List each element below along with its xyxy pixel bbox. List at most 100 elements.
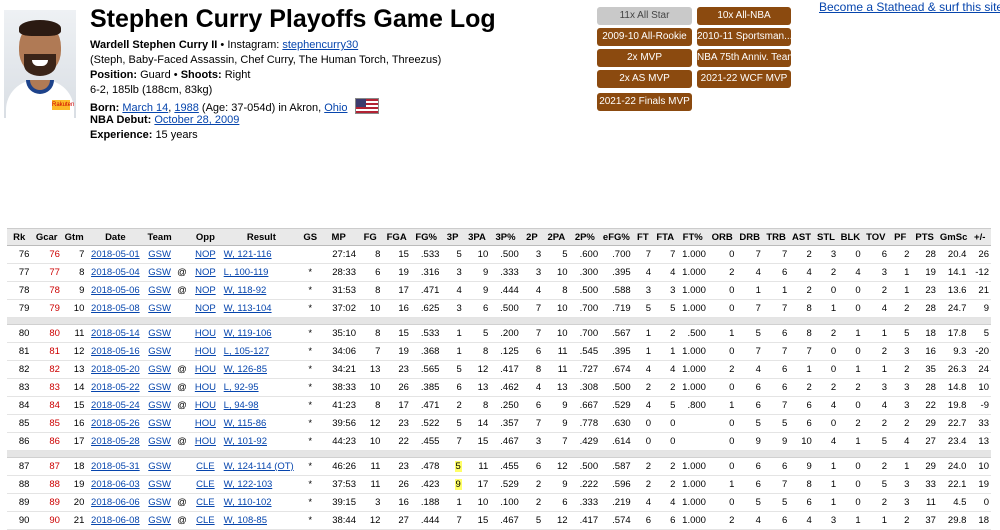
cell-opp[interactable]: HOU (189, 342, 222, 361)
cell-date[interactable]: 2018-05-28 (86, 432, 145, 451)
col-header-fg-[interactable]: FG% (410, 228, 442, 246)
cell-opp[interactable]: HOU (189, 360, 222, 379)
cell-team[interactable]: GSW (144, 263, 175, 282)
badge-mvp[interactable]: 2x MVP (597, 49, 692, 67)
cell-result[interactable]: L, 92-95 (221, 378, 302, 397)
cell-team[interactable]: GSW (144, 493, 175, 512)
cell-opp[interactable]: HOU (189, 378, 222, 397)
cell-team[interactable]: GSW (144, 414, 175, 433)
debut-link[interactable]: October 28, 2009 (154, 114, 240, 126)
col-header-fta[interactable]: FTA (653, 228, 678, 246)
cell-opp[interactable]: NOP (189, 281, 222, 300)
cell-team[interactable]: GSW (144, 432, 175, 451)
cell-date[interactable]: 2018-06-06 (86, 493, 145, 512)
cell-team[interactable]: GSW (144, 511, 175, 530)
cell-date[interactable]: 2018-06-03 (86, 475, 145, 494)
cell-opp[interactable]: CLE (189, 493, 222, 512)
col-header-blk[interactable]: BLK (838, 228, 863, 246)
born-date-link[interactable]: March 14 (122, 102, 169, 114)
cell-team[interactable]: GSW (144, 475, 175, 494)
badge-all-nba[interactable]: 10x All-NBA (697, 7, 791, 25)
col-header-tov[interactable]: TOV (862, 228, 890, 246)
cell-date[interactable]: 2018-05-20 (86, 360, 145, 379)
cell-date[interactable]: 2018-05-08 (86, 299, 145, 318)
col-header-rk[interactable]: Rk (7, 228, 32, 246)
cell-date[interactable]: 2018-05-06 (86, 281, 145, 300)
cell-result[interactable]: W, 115-86 (221, 414, 302, 433)
badge-all-star[interactable]: 11x All Star (597, 7, 692, 25)
col-header-gs[interactable]: GS (301, 228, 320, 246)
cell-result[interactable]: W, 108-85 (221, 511, 302, 530)
born-state-link[interactable]: Ohio (324, 102, 348, 114)
cell-opp[interactable]: CLE (189, 457, 222, 476)
col-header-efg-[interactable]: eFG% (600, 228, 633, 246)
col-header-result[interactable]: Result (221, 228, 302, 246)
cell-team[interactable]: GSW (144, 299, 175, 318)
col-header-ft[interactable]: FT (632, 228, 654, 246)
cell-date[interactable]: 2018-05-14 (86, 324, 145, 343)
cell-result[interactable]: W, 124-114 (OT) (221, 457, 302, 476)
col-header-fga[interactable]: FGA (382, 228, 411, 246)
cell-team[interactable]: GSW (144, 396, 175, 415)
col-header-mp[interactable]: MP (319, 228, 358, 246)
col-header-gtm[interactable]: Gtm (61, 228, 87, 246)
col-header-location[interactable] (174, 228, 190, 246)
cell-date[interactable]: 2018-05-26 (86, 414, 145, 433)
col-header-gcar[interactable]: Gcar (31, 228, 62, 246)
badge-all-rookie[interactable]: 2009-10 All-Rookie (597, 28, 692, 46)
col-header-2pa[interactable]: 2PA (543, 228, 570, 246)
col-header--[interactable]: +/- (968, 228, 991, 246)
col-header-date[interactable]: Date (86, 228, 145, 246)
cell-result[interactable]: W, 113-104 (221, 299, 302, 318)
cell-result[interactable]: W, 101-92 (221, 432, 302, 451)
col-header-team[interactable]: Team (144, 228, 175, 246)
cell-team[interactable]: GSW (144, 281, 175, 300)
col-header-pf[interactable]: PF (889, 228, 912, 246)
cell-date[interactable]: 2018-05-16 (86, 342, 145, 361)
col-header-3p[interactable]: 3P (441, 228, 464, 246)
cell-result[interactable]: W, 119-106 (221, 324, 302, 343)
col-header-3pa[interactable]: 3PA (463, 228, 491, 246)
badge-as-mvp[interactable]: 2x AS MVP (597, 70, 692, 88)
cell-opp[interactable]: HOU (189, 414, 222, 433)
col-header-stl[interactable]: STL (813, 228, 839, 246)
col-header-trb[interactable]: TRB (762, 228, 790, 246)
cell-date[interactable]: 2018-05-01 (86, 245, 145, 264)
col-header-3p-[interactable]: 3P% (490, 228, 521, 246)
cell-opp[interactable]: NOP (189, 263, 222, 282)
cell-date[interactable]: 2018-06-08 (86, 511, 145, 530)
cell-opp[interactable]: CLE (189, 475, 222, 494)
col-header-gmsc[interactable]: GmSc (937, 228, 969, 246)
cell-opp[interactable]: NOP (189, 299, 222, 318)
cell-result[interactable]: W, 118-92 (221, 281, 302, 300)
col-header-2p[interactable]: 2P (520, 228, 544, 246)
cell-result[interactable]: W, 110-102 (221, 493, 302, 512)
col-header-ast[interactable]: AST (789, 228, 814, 246)
badge-finals-mvp[interactable]: 2021-22 Finals MVP (597, 93, 692, 111)
col-header-drb[interactable]: DRB (736, 228, 763, 246)
cell-team[interactable]: GSW (144, 360, 175, 379)
born-year-link[interactable]: 1988 (174, 102, 199, 114)
cell-result[interactable]: W, 122-103 (221, 475, 302, 494)
cell-date[interactable]: 2018-05-04 (86, 263, 145, 282)
cell-team[interactable]: GSW (144, 245, 175, 264)
cell-result[interactable]: L, 105-127 (221, 342, 302, 361)
cell-result[interactable]: L, 94-98 (221, 396, 302, 415)
cell-date[interactable]: 2018-05-24 (86, 396, 145, 415)
col-header-2p-[interactable]: 2P% (569, 228, 601, 246)
badge-sportsman[interactable]: 2010-11 Sportsman... (697, 28, 791, 46)
cell-opp[interactable]: CLE (189, 511, 222, 530)
col-header-ft-[interactable]: FT% (677, 228, 708, 246)
cell-date[interactable]: 2018-05-31 (86, 457, 145, 476)
cell-team[interactable]: GSW (144, 378, 175, 397)
cell-opp[interactable]: HOU (189, 324, 222, 343)
col-header-opp[interactable]: Opp (189, 228, 222, 246)
cell-result[interactable]: W, 121-116 (221, 245, 302, 264)
badge-wcf-mvp[interactable]: 2021-22 WCF MVP (697, 70, 791, 88)
cell-opp[interactable]: NOP (189, 245, 222, 264)
cell-team[interactable]: GSW (144, 324, 175, 343)
badge-75th-team[interactable]: NBA 75th Anniv. Team (697, 49, 791, 67)
instagram-link[interactable]: stephencurry30 (282, 39, 359, 51)
cell-date[interactable]: 2018-05-22 (86, 378, 145, 397)
col-header-fg[interactable]: FG (358, 228, 383, 246)
